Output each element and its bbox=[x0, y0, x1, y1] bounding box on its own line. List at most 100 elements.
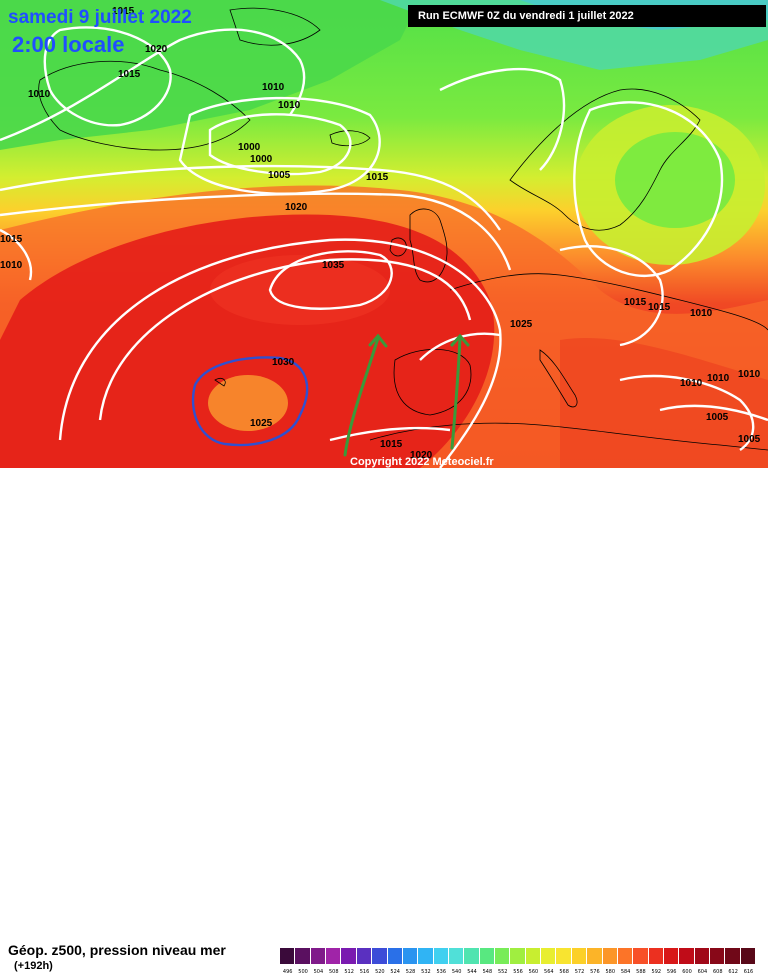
scale-swatch bbox=[602, 948, 618, 964]
isobar-label: 1020 bbox=[285, 202, 308, 213]
scale-label: 608 bbox=[712, 969, 723, 975]
isobar-1010-scandinavia bbox=[573, 101, 724, 278]
forecast-date: samedi 9 juillet 2022 bbox=[8, 7, 192, 28]
scale-label: 592 bbox=[651, 969, 662, 975]
green-low-scandinavia bbox=[615, 132, 735, 228]
isobar-label: 1010 bbox=[0, 260, 23, 271]
scale-swatch bbox=[710, 948, 726, 964]
isobar-label: 1010 bbox=[707, 373, 730, 384]
isobar-label: 1015 bbox=[648, 302, 671, 313]
isobar-label: 1015 bbox=[380, 439, 403, 450]
scale-swatch bbox=[694, 948, 711, 964]
cutoff-low-atlantic bbox=[208, 375, 288, 431]
scale-swatch bbox=[418, 948, 434, 964]
scale-label: 568 bbox=[559, 969, 569, 975]
isobar-label: 1000 bbox=[250, 154, 273, 165]
isobar-1020 bbox=[0, 192, 512, 271]
scale-label: 532 bbox=[421, 969, 431, 975]
isobar-1015-greenland bbox=[43, 26, 172, 127]
scale-label: 528 bbox=[405, 969, 416, 975]
isobar-label: 1000 bbox=[238, 142, 261, 153]
scale-label: 616 bbox=[743, 969, 754, 975]
isobar-label: 1010 bbox=[262, 82, 285, 93]
scale-label: 576 bbox=[590, 969, 600, 975]
isobar-label: 1020 bbox=[410, 450, 433, 461]
scale-label: 524 bbox=[390, 969, 400, 975]
isobar-1035 bbox=[268, 250, 393, 310]
scale-swatch bbox=[356, 948, 373, 964]
scale-label: 588 bbox=[636, 969, 646, 975]
green-zone-northwest bbox=[0, 0, 420, 150]
scale-label: 556 bbox=[513, 969, 523, 975]
scale-label: 512 bbox=[344, 969, 354, 975]
scale-swatch bbox=[740, 948, 757, 964]
scale-swatch bbox=[587, 948, 603, 964]
weather-map: 1015 1020 1015 1010 1010 1010 1000 1000 … bbox=[0, 0, 768, 468]
annotation-arrow-left bbox=[343, 336, 380, 457]
scale-label: 552 bbox=[497, 969, 508, 975]
color-scale-labels: 496 500 504 508 512 516 520 524 528 532 536 540 544 5… bbox=[280, 967, 756, 977]
isobar-1030 bbox=[98, 258, 472, 421]
isobar-label: 1010 bbox=[680, 378, 703, 389]
isobar-1015-mid bbox=[0, 164, 501, 231]
scale-label: 604 bbox=[697, 969, 708, 975]
annotation-arrowhead-left bbox=[368, 333, 388, 348]
scale-swatch bbox=[571, 948, 588, 964]
scale-label: 516 bbox=[359, 969, 370, 975]
isobars bbox=[0, 26, 768, 468]
isobar-1025 bbox=[58, 238, 502, 468]
scale-swatch bbox=[310, 948, 327, 964]
run-info-banner: Run ECMWF 0Z du vendredi 1 juillet 2022 bbox=[408, 5, 766, 27]
annotation-arrow-right bbox=[450, 336, 462, 450]
scale-label: 612 bbox=[728, 969, 738, 975]
scale-label: 540 bbox=[451, 969, 462, 975]
legend-footer: Géop. z500, pression niveau mer (+192h) … bbox=[0, 468, 768, 975]
scale-label: 564 bbox=[544, 969, 554, 975]
annotation-circle bbox=[191, 356, 309, 447]
scale-label: 500 bbox=[298, 969, 308, 975]
isobar-label: 1015 bbox=[366, 172, 389, 183]
scale-swatch bbox=[648, 948, 664, 964]
scale-label: 560 bbox=[528, 969, 539, 975]
scale-label: 580 bbox=[605, 969, 615, 975]
annotation-arrowhead-right bbox=[450, 333, 470, 347]
isobar-1010-southeast bbox=[619, 374, 755, 451]
isobar-label: 1010 bbox=[278, 100, 301, 111]
isobar-1015-northsea bbox=[439, 67, 566, 171]
scale-swatch bbox=[464, 948, 480, 964]
forecast-time: 2:00 locale bbox=[12, 32, 125, 57]
isobar-label: 1025 bbox=[250, 418, 273, 429]
coastlines bbox=[38, 7, 768, 451]
copyright-notice: Copyright 2022 Meteociel.fr bbox=[350, 456, 494, 468]
legend-title: Géop. z500, pression niveau mer bbox=[8, 942, 226, 958]
scale-swatch bbox=[541, 948, 557, 964]
red-zone-southeast bbox=[560, 338, 768, 468]
map-canvas: 1015 1020 1015 1010 1010 1010 1000 1000 … bbox=[0, 0, 768, 468]
isobar-1005-southeast bbox=[659, 404, 768, 422]
isobar-label: 1015 bbox=[0, 234, 23, 245]
scale-label: 520 bbox=[375, 969, 385, 975]
isobar-label: 1010 bbox=[690, 308, 713, 319]
scale-swatch bbox=[295, 948, 311, 964]
scale-label: 600 bbox=[682, 969, 692, 975]
scale-swatch bbox=[372, 948, 388, 964]
isobar-label: 1005 bbox=[268, 170, 291, 181]
isobar-label: 1010 bbox=[738, 369, 761, 380]
isobar-1010-north bbox=[0, 28, 306, 142]
scale-label: 596 bbox=[666, 969, 677, 975]
scale-swatch bbox=[556, 948, 572, 964]
scale-swatch bbox=[663, 948, 680, 964]
isobar-label: 1005 bbox=[738, 434, 761, 445]
scale-swatch bbox=[341, 948, 357, 964]
scale-label: 544 bbox=[467, 969, 477, 975]
scale-swatch bbox=[510, 948, 526, 964]
isobar-1015-west bbox=[0, 228, 33, 281]
scale-label: 572 bbox=[574, 969, 585, 975]
scale-swatch bbox=[617, 948, 634, 964]
isobar-label: 1015 bbox=[624, 297, 647, 308]
scale-swatch bbox=[402, 948, 419, 964]
isobar-label: 1010 bbox=[28, 89, 51, 100]
scale-swatch bbox=[280, 948, 296, 964]
scale-swatch bbox=[725, 948, 741, 964]
scale-swatch bbox=[495, 948, 511, 964]
